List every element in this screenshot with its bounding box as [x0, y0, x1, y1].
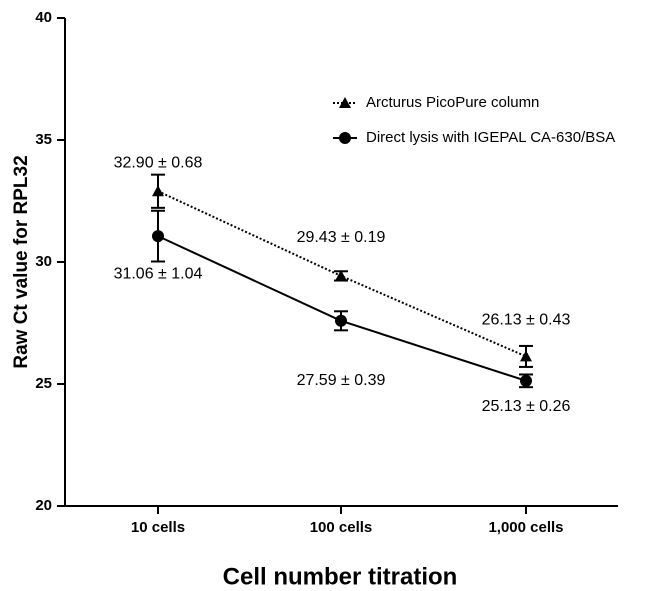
value-label: 31.06 ± 1.04 [114, 265, 203, 282]
series-line [157, 235, 527, 382]
y-tick-label: 40 [35, 9, 52, 26]
data-point [335, 269, 347, 281]
x-tick-label: 10 cells [131, 519, 185, 536]
y-tick-label: 20 [35, 497, 52, 514]
value-label: 29.43 ± 0.19 [297, 229, 386, 246]
y-tick-label: 35 [35, 131, 52, 148]
y-axis-title: Raw Ct value for RPL32 [11, 155, 32, 368]
legend-marker [339, 97, 351, 108]
data-point [520, 350, 532, 362]
legend-label: Arcturus PicoPure column [366, 94, 539, 111]
data-point [152, 230, 164, 243]
x-tick-label: 100 cells [310, 519, 373, 536]
data-point [335, 314, 347, 327]
legend-marker [339, 132, 351, 144]
value-label: 27.59 ± 0.39 [297, 372, 386, 389]
data-point [520, 374, 532, 387]
value-label: 32.90 ± 0.68 [114, 154, 203, 171]
data-point [152, 185, 164, 197]
x-axis-title: Cell number titration [223, 563, 458, 590]
legend-label: Direct lysis with IGEPAL CA-630/BSA [366, 129, 615, 146]
value-label: 26.13 ± 0.43 [482, 312, 571, 329]
value-label: 25.13 ± 0.26 [482, 398, 571, 415]
x-tick-label: 1,000 cells [488, 519, 563, 536]
y-tick-label: 30 [35, 253, 52, 270]
y-tick-label: 25 [35, 375, 52, 392]
